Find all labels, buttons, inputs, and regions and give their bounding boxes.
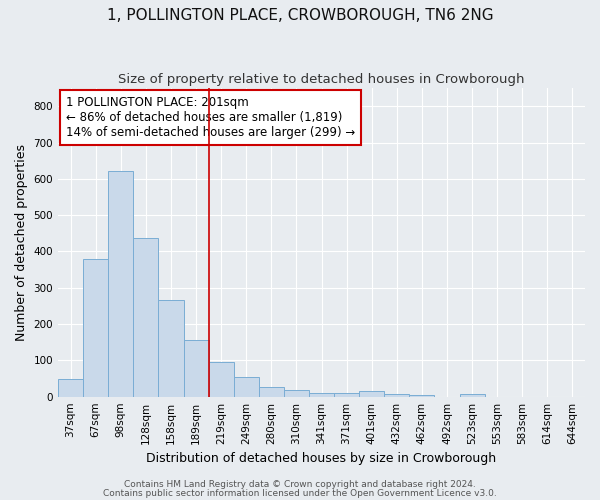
Bar: [409, 395, 434, 396]
Bar: [83, 258, 108, 396]
Text: Contains public sector information licensed under the Open Government Licence v3: Contains public sector information licen…: [103, 488, 497, 498]
Title: Size of property relative to detached houses in Crowborough: Size of property relative to detached ho…: [118, 72, 525, 86]
X-axis label: Distribution of detached houses by size in Crowborough: Distribution of detached houses by size …: [146, 452, 497, 465]
Bar: [334, 393, 359, 396]
Text: 1 POLLINGTON PLACE: 201sqm
← 86% of detached houses are smaller (1,819)
14% of s: 1 POLLINGTON PLACE: 201sqm ← 86% of deta…: [66, 96, 355, 139]
Bar: [259, 386, 284, 396]
Bar: [284, 390, 309, 396]
Bar: [209, 362, 233, 396]
Bar: [133, 238, 158, 396]
Bar: [158, 300, 184, 396]
Y-axis label: Number of detached properties: Number of detached properties: [15, 144, 28, 341]
Text: Contains HM Land Registry data © Crown copyright and database right 2024.: Contains HM Land Registry data © Crown c…: [124, 480, 476, 489]
Bar: [460, 394, 485, 396]
Bar: [309, 392, 334, 396]
Text: 1, POLLINGTON PLACE, CROWBOROUGH, TN6 2NG: 1, POLLINGTON PLACE, CROWBOROUGH, TN6 2N…: [107, 8, 493, 22]
Bar: [108, 171, 133, 396]
Bar: [384, 394, 409, 396]
Bar: [58, 380, 83, 396]
Bar: [359, 391, 384, 396]
Bar: [184, 340, 209, 396]
Bar: [233, 378, 259, 396]
